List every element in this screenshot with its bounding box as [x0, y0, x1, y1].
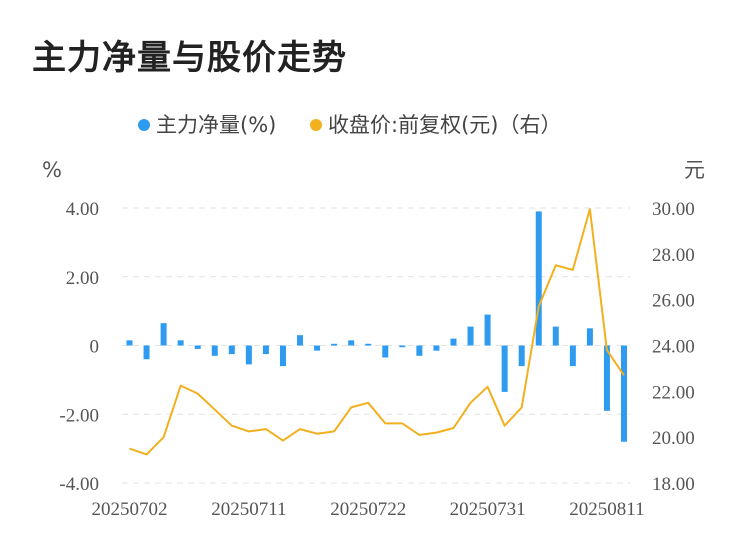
x-tick-label: 20250731 — [450, 499, 526, 520]
left-tick-label: -2.00 — [59, 405, 99, 426]
net-volume-bar — [433, 345, 440, 351]
net-volume-bar — [297, 335, 304, 346]
net-volume-bar — [211, 345, 218, 356]
line-series — [129, 208, 625, 456]
net-volume-bar — [501, 345, 508, 392]
net-volume-bar — [467, 326, 474, 346]
net-volume-bar — [314, 345, 321, 351]
legend: 主力净量(%) 收盘价:前复权(元)（右） — [138, 113, 561, 137]
net-volume-bar — [382, 345, 389, 358]
left-tick-label: -4.00 — [59, 474, 99, 495]
net-volume-bar — [228, 345, 235, 355]
x-tick-label: 20250722 — [330, 499, 406, 520]
net-volume-bar — [450, 338, 457, 346]
net-volume-bar — [245, 345, 252, 365]
legend-marker-net-volume — [138, 119, 150, 131]
right-tick-label: 26.00 — [652, 291, 695, 312]
net-volume-bar — [399, 345, 406, 348]
right-tick-label: 28.00 — [652, 245, 695, 266]
net-volume-bar — [586, 328, 593, 346]
grid-lines — [122, 207, 630, 484]
net-volume-bar — [126, 340, 133, 346]
left-tick-label: 2.00 — [66, 268, 99, 289]
legend-label-net-volume: 主力净量(%) — [156, 113, 276, 137]
net-volume-bar — [416, 345, 423, 356]
net-volume-bar — [160, 323, 167, 346]
right-axis-unit: 元 — [684, 158, 705, 182]
net-volume-bar — [143, 345, 150, 360]
net-volume-bar — [621, 345, 627, 442]
right-tick-label: 30.00 — [652, 199, 695, 220]
right-tick-label: 18.00 — [652, 474, 695, 495]
net-volume-bar — [331, 343, 338, 346]
net-volume-bar — [177, 340, 184, 346]
net-volume-bar — [535, 211, 542, 346]
left-tick-label: 4.00 — [66, 199, 99, 220]
net-volume-bar — [603, 345, 610, 411]
x-tick-label: 20250702 — [92, 499, 168, 520]
left-axis-ticks: 4.00 2.00 0 -2.00 -4.00 — [59, 199, 99, 495]
net-volume-bar — [552, 326, 559, 346]
right-tick-label: 24.00 — [652, 337, 695, 358]
net-volume-bar — [348, 340, 355, 346]
net-volume-bar — [279, 345, 286, 367]
legend-label-close-price: 收盘价:前复权(元)（右） — [328, 113, 561, 137]
left-tick-label: 0 — [90, 337, 100, 358]
net-volume-bar — [262, 345, 269, 355]
chart-title: 主力净量与股价走势 — [32, 38, 347, 78]
x-tick-label: 20250711 — [211, 499, 286, 520]
net-volume-bar — [518, 345, 525, 367]
right-axis-ticks: 30.00 28.00 26.00 24.00 22.00 20.00 18.00 — [652, 199, 695, 495]
net-volume-bar — [365, 343, 372, 346]
bar-series — [126, 211, 627, 442]
legend-marker-close-price — [310, 119, 322, 131]
x-axis-ticks: 20250702 20250711 20250722 20250731 20250811 — [92, 499, 645, 520]
right-tick-label: 22.00 — [652, 382, 695, 403]
net-volume-bar — [194, 345, 201, 349]
close-price-line — [129, 208, 625, 456]
x-tick-label: 20250811 — [569, 499, 644, 520]
left-axis-unit: % — [42, 158, 62, 182]
right-tick-label: 20.00 — [652, 428, 695, 449]
net-volume-bar — [569, 345, 576, 367]
net-volume-bar — [484, 314, 491, 346]
